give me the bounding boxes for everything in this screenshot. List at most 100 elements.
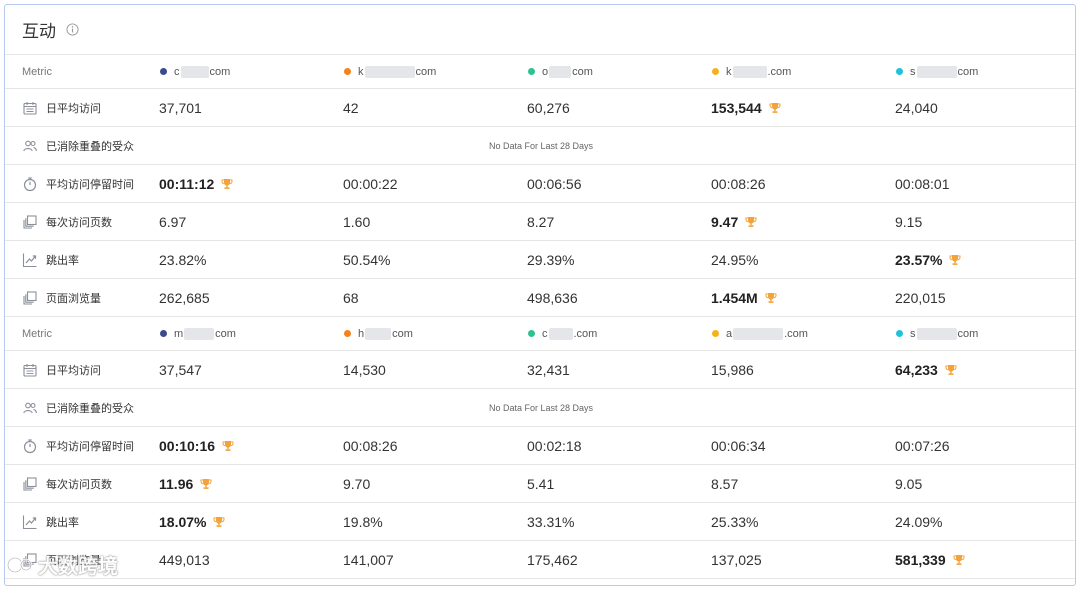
metric-value: 137,025 xyxy=(711,551,762,568)
value-cell: 18.07% xyxy=(159,503,225,540)
value-cell: 37,547 xyxy=(159,351,202,388)
metric-value: 37,547 xyxy=(159,361,202,378)
people-icon xyxy=(23,140,37,151)
site-column-header[interactable]: s com xyxy=(895,55,978,88)
metric-value: 5.41 xyxy=(527,475,555,492)
metric-label: 已消除重叠的受众 xyxy=(46,139,134,153)
pages-icon xyxy=(23,476,37,491)
value-cell: 00:07:26 xyxy=(895,427,950,464)
metric-label: 日平均访问 xyxy=(46,363,101,377)
table-row: 每次访问页数 6.97 1.60 8.27 9.47 9.15 xyxy=(5,203,1075,241)
value-cell: 141,007 xyxy=(343,541,394,578)
value-cell: 42 xyxy=(343,89,359,126)
pages-icon xyxy=(23,290,37,305)
metric-value: 220,015 xyxy=(895,289,946,306)
series-color-dot xyxy=(712,330,719,337)
info-icon[interactable] xyxy=(66,23,79,36)
value-cell: 25.33% xyxy=(711,503,758,540)
series-color-dot xyxy=(344,330,351,337)
metric-value: 23.57% xyxy=(895,251,943,268)
table-row: 已消除重叠的受众 No Data For Last 28 Days xyxy=(5,389,1075,427)
metric-value: 9.70 xyxy=(343,475,371,492)
table-row: 跳出率 18.07% 19.8% 33.31% 25.33% 24.09% xyxy=(5,503,1075,541)
metric-column-header: Metric xyxy=(22,65,52,78)
header-row: Metric m com h com c .com a .com s com xyxy=(5,317,1075,351)
site-name-suffix: .com xyxy=(767,65,792,78)
metric-value: 00:06:56 xyxy=(527,175,582,192)
trophy-icon xyxy=(213,516,225,527)
value-cell: 8.27 xyxy=(527,203,554,240)
stopwatch-icon xyxy=(23,438,37,453)
metric-value: 9.05 xyxy=(895,475,923,492)
metric-label: 页面浏览量 xyxy=(46,553,101,567)
series-color-dot xyxy=(528,330,535,337)
site-name-suffix: com xyxy=(572,65,593,78)
table-row: 每次访问页数 11.96 9.70 5.41 8.57 9.05 xyxy=(5,465,1075,503)
site-column-header[interactable]: s com xyxy=(895,317,978,350)
metric-value: 00:06:34 xyxy=(711,437,766,454)
metric-label: 平均访问停留时间 xyxy=(46,177,134,191)
trend-icon xyxy=(22,515,37,529)
metric-value: 8.57 xyxy=(711,475,739,492)
metric-value: 68 xyxy=(343,289,359,306)
value-cell: 00:08:26 xyxy=(343,427,398,464)
value-cell: 9.47 xyxy=(711,203,757,240)
metric-value: 50.54% xyxy=(343,251,391,268)
redacted-domain xyxy=(916,327,957,340)
people-icon xyxy=(23,402,37,413)
value-cell: 00:11:12 xyxy=(159,165,233,202)
trophy-icon xyxy=(200,478,212,489)
value-cell: 00:00:22 xyxy=(343,165,398,202)
metric-value: 32,431 xyxy=(527,361,570,378)
metric-label-cell: 平均访问停留时间 xyxy=(22,165,134,202)
site-name-suffix: .com xyxy=(784,327,808,340)
value-cell: 00:08:26 xyxy=(711,165,766,202)
site-name-prefix: s xyxy=(910,65,916,78)
metric-value: 9.15 xyxy=(895,213,923,230)
site-column-header[interactable]: o com xyxy=(527,55,593,88)
value-cell: 1.454M xyxy=(711,279,777,316)
site-column-header[interactable]: c com xyxy=(159,55,230,88)
metric-label: 已消除重叠的受众 xyxy=(46,401,134,415)
site-column-header[interactable]: m com xyxy=(159,317,236,350)
value-cell: 220,015 xyxy=(895,279,946,316)
value-cell: 00:10:16 xyxy=(159,427,234,464)
metric-value: 8.27 xyxy=(527,213,555,230)
site-column-header[interactable]: a .com xyxy=(711,317,808,350)
engagement-card: 互动 Metric c com k com o com k .com xyxy=(4,4,1076,586)
trophy-icon xyxy=(221,178,233,189)
site-name-suffix: com xyxy=(392,327,413,340)
metric-value: 9.47 xyxy=(711,213,739,230)
table-row: 日平均访问 37,701 42 60,276 153,544 24,040 xyxy=(5,89,1075,127)
value-cell: 68 xyxy=(343,279,359,316)
site-name-prefix: c xyxy=(542,327,548,340)
value-cell: 449,013 xyxy=(159,541,210,578)
trophy-icon xyxy=(945,364,957,375)
metric-value: 14,530 xyxy=(343,361,386,378)
metric-value: 00:10:16 xyxy=(159,437,216,454)
redacted-domain xyxy=(733,327,784,340)
value-cell: 9.05 xyxy=(895,465,922,502)
series-color-dot xyxy=(712,68,719,75)
metric-value: 37,701 xyxy=(159,99,202,116)
site-name-suffix: com xyxy=(957,327,979,340)
value-cell: 6.97 xyxy=(159,203,186,240)
value-cell: 24,040 xyxy=(895,89,938,126)
trophy-icon xyxy=(222,440,234,451)
value-cell: 15,986 xyxy=(711,351,754,388)
site-name-prefix: a xyxy=(726,327,733,340)
no-data-message: No Data For Last 28 Days xyxy=(488,402,594,413)
value-cell: 24.09% xyxy=(895,503,942,540)
site-column-header[interactable]: k .com xyxy=(711,55,791,88)
metric-value: 23.82% xyxy=(159,251,207,268)
metric-value: 00:08:01 xyxy=(895,175,950,192)
site-name-prefix: k xyxy=(726,65,732,78)
series-color-dot xyxy=(896,330,903,337)
site-column-header[interactable]: c .com xyxy=(527,317,597,350)
site-column-header[interactable]: h com xyxy=(343,317,413,350)
metric-label-cell: 日平均访问 xyxy=(22,351,101,388)
value-cell: 262,685 xyxy=(159,279,210,316)
site-column-header[interactable]: k com xyxy=(343,55,436,88)
redacted-domain xyxy=(916,65,957,78)
metric-value: 1.60 xyxy=(343,213,371,230)
